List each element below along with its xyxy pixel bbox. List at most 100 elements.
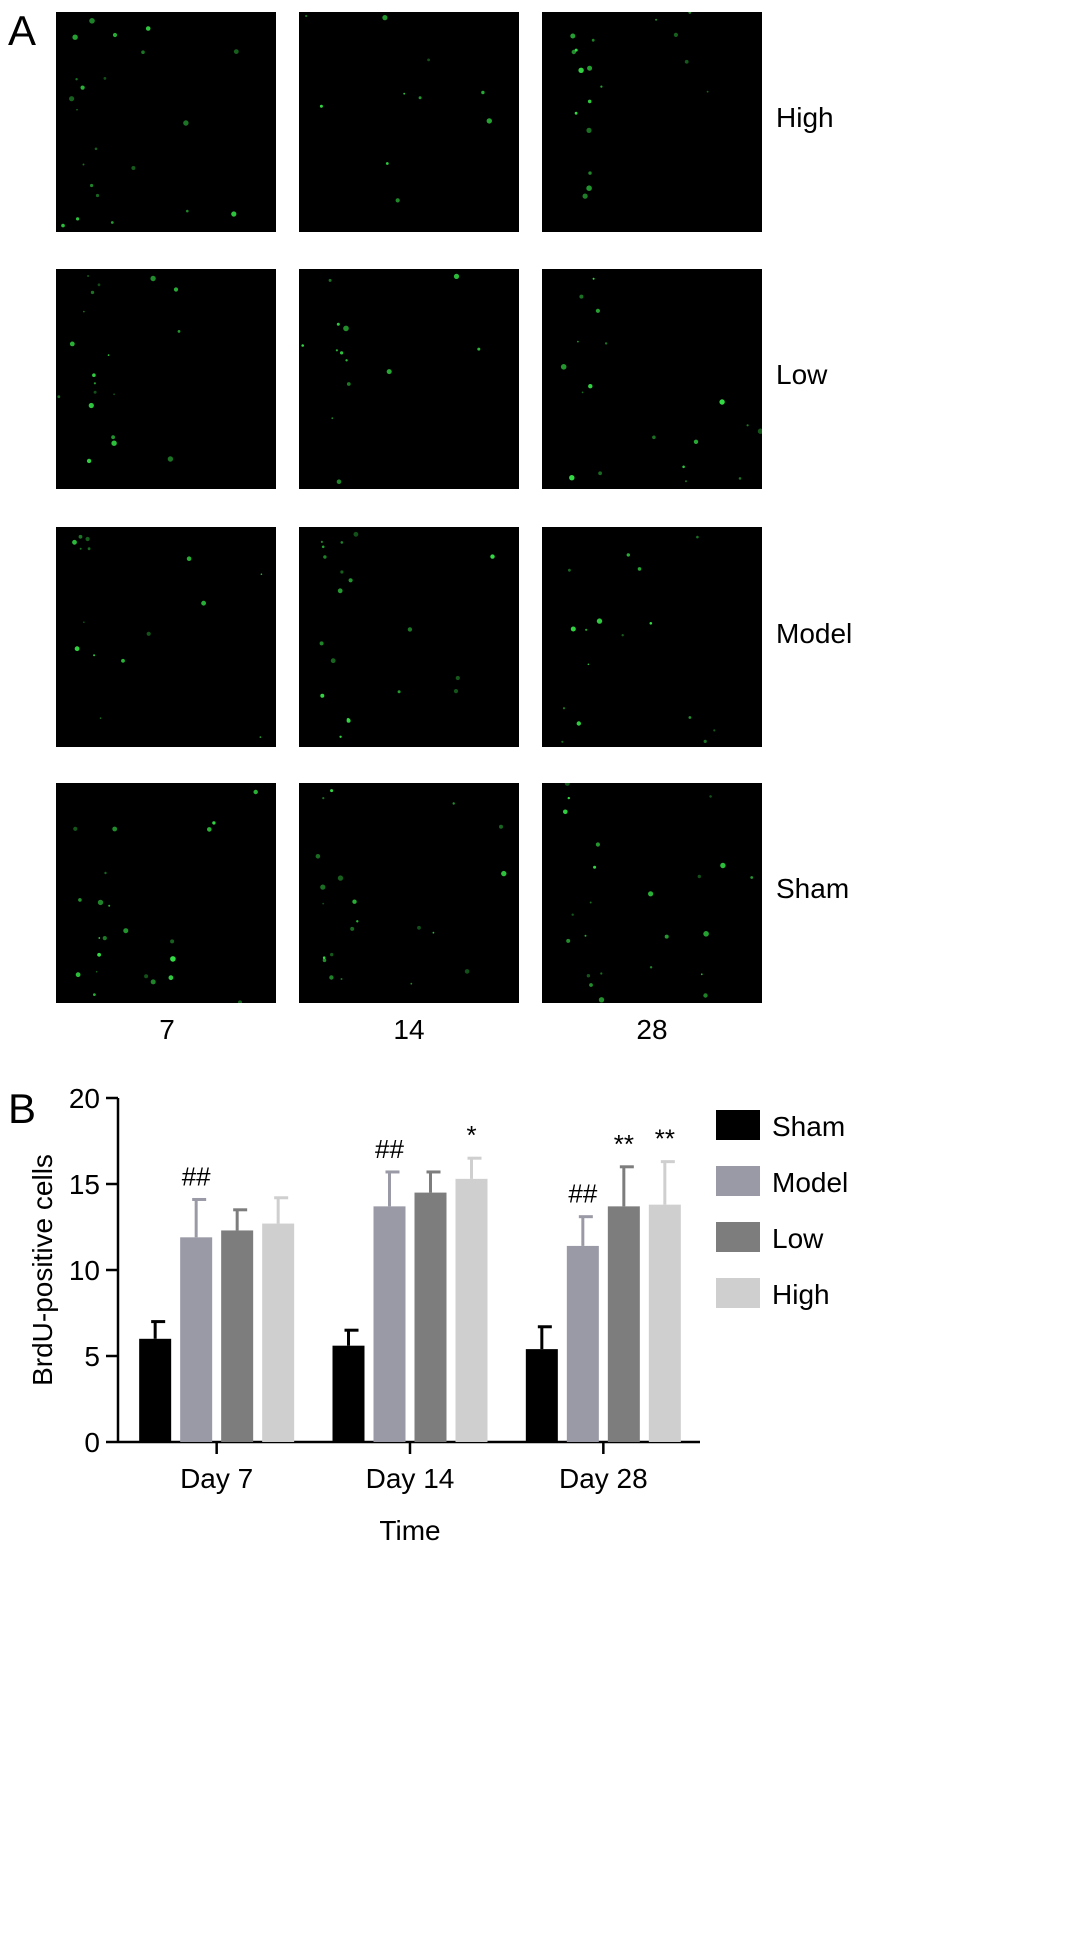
row-label-low: Low <box>776 359 828 390</box>
fluorescent-cell-dot <box>330 952 334 957</box>
fluorescent-cell-dot <box>588 384 593 389</box>
y-tick-label: 20 <box>69 1083 100 1114</box>
fluorescent-cell-dot <box>499 824 503 829</box>
fluorescent-cell-dot <box>709 795 712 798</box>
fluorescent-cell-dot <box>410 982 413 985</box>
fluorescent-cell-dot <box>95 970 98 973</box>
fluorescent-cell-dot <box>688 716 692 719</box>
fluorescent-cell-dot <box>600 85 603 88</box>
fluorescent-cell-dot <box>76 217 80 221</box>
fluorescent-cell-dot <box>340 978 343 980</box>
fluorescent-cell-dot <box>177 330 181 333</box>
significance-marker: ## <box>375 1134 404 1164</box>
fluorescent-cell-dot <box>589 983 593 987</box>
fluorescent-cell-dot <box>82 163 85 166</box>
fluorescent-cell-dot <box>87 275 90 277</box>
column-label-day-28: 28 <box>636 1014 668 1045</box>
fluorescent-cell-dot <box>584 934 587 937</box>
fluorescent-cell-dot <box>588 171 592 175</box>
fluorescent-cell-dot <box>231 211 237 217</box>
fluorescent-cell-dot <box>253 789 258 795</box>
legend-label-low: Low <box>772 1223 824 1254</box>
fluorescent-cell-dot <box>595 308 600 313</box>
row-label-high: High <box>776 102 834 133</box>
fluorescent-cell-dot <box>320 540 323 543</box>
fluorescent-cell-dot <box>335 349 338 352</box>
fluorescent-cell-dot <box>146 631 151 636</box>
fluorescent-cell-dot <box>144 974 149 979</box>
fluorescent-cell-dot <box>322 958 327 963</box>
fluorescent-cell-dot <box>648 891 654 897</box>
fluorescent-cell-dot <box>97 899 104 906</box>
fluorescent-cell-dot <box>102 936 107 941</box>
fluorescent-cell-dot <box>626 553 630 557</box>
fluorescent-cell-dot <box>598 997 605 1003</box>
fluorescent-cell-dot <box>97 283 101 287</box>
fluorescent-cell-dot <box>564 783 570 786</box>
fluorescent-cell-dot <box>586 127 592 133</box>
fluorescent-cell-dot <box>141 50 145 54</box>
fluorescent-cell-dot <box>328 278 332 282</box>
fluorescent-cell-dot <box>80 85 85 90</box>
bar-sham-day-14 <box>332 1345 365 1442</box>
fluorescent-cell-dot <box>403 92 406 95</box>
fluorescent-cell-dot <box>319 104 323 108</box>
fluorescent-cell-dot <box>94 147 98 151</box>
fluorescent-cell-dot <box>568 568 571 572</box>
fluorescent-cell-dot <box>150 275 156 282</box>
fluorescent-cell-dot <box>700 973 703 976</box>
fluorescent-cell-dot <box>121 658 125 663</box>
fluorescent-cell-dot <box>92 373 96 377</box>
fluorescent-cell-dot <box>417 925 421 930</box>
bar-sham-day-28 <box>525 1349 558 1442</box>
bar-model-day-28 <box>566 1245 599 1442</box>
fluorescent-cell-dot <box>581 391 584 394</box>
fluorescent-cell-dot <box>562 707 566 710</box>
fluorescent-cell-dot <box>167 456 174 462</box>
fluorescent-cell-dot <box>336 322 340 326</box>
fluorescent-cell-dot <box>89 18 95 24</box>
fluorescent-cell-dot <box>596 618 603 624</box>
fluorescent-cell-dot <box>145 26 151 31</box>
bar-sham-day-7 <box>139 1338 172 1442</box>
fluorescent-cell-dot <box>684 59 689 64</box>
fluorescent-cell-dot <box>212 821 216 825</box>
significance-marker: ## <box>568 1179 597 1209</box>
fluorescent-cell-dot <box>649 966 653 969</box>
micrograph-high-day-14 <box>299 12 519 232</box>
panel-b-letter: B <box>8 1085 37 1132</box>
fluorescent-cell-dot <box>595 842 600 847</box>
fluorescent-cell-dot <box>582 193 588 199</box>
row-label-sham: Sham <box>776 873 850 904</box>
fluorescent-cell-dot <box>86 458 92 464</box>
micrograph-model-day-28 <box>542 527 762 747</box>
fluorescent-cell-dot <box>586 974 591 978</box>
fluorescent-cell-dot <box>173 287 179 292</box>
fluorescent-cell-dot <box>563 809 568 815</box>
fluorescent-cell-dot <box>696 535 699 539</box>
fluorescent-cell-dot <box>501 870 507 877</box>
fluorescent-cell-dot <box>481 90 485 95</box>
fluorescent-cell-dot <box>486 118 492 124</box>
fluorescent-cell-dot <box>688 12 692 14</box>
fluorescent-cell-dot <box>83 621 85 623</box>
fluorescent-cell-dot <box>593 865 597 869</box>
fluorescent-cell-dot <box>337 588 343 594</box>
x-tick-label: Day 14 <box>366 1463 455 1494</box>
significance-marker: ** <box>655 1124 675 1154</box>
fluorescent-cell-dot <box>339 735 342 738</box>
fluorescent-cell-dot <box>168 975 174 981</box>
legend-swatch-high <box>716 1278 760 1308</box>
fluorescent-cell-dot <box>397 690 401 694</box>
fluorescent-cell-dot <box>598 471 602 476</box>
fluorescent-cell-dot <box>720 862 726 869</box>
fluorescent-cell-dot <box>336 479 342 484</box>
legend-label-sham: Sham <box>772 1111 845 1142</box>
fluorescent-cell-dot <box>322 902 325 905</box>
fluorescent-cell-dot <box>571 913 574 916</box>
fluorescent-cell-dot <box>340 351 344 355</box>
fluorescent-cell-dot <box>305 14 308 18</box>
bar-model-day-14 <box>373 1206 406 1442</box>
fluorescent-cell-dot <box>111 435 115 440</box>
fluorescent-cell-dot <box>259 736 262 738</box>
